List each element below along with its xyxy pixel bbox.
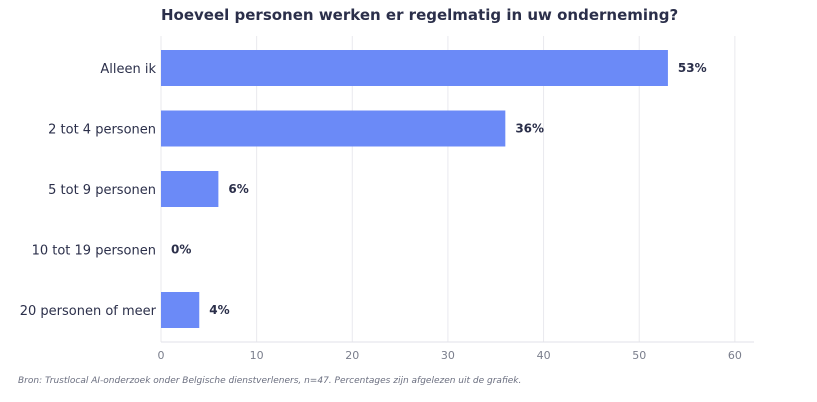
bar [161, 292, 200, 328]
bar [161, 110, 506, 147]
x-tick-label: 40 [537, 349, 551, 362]
x-tick-label: 30 [441, 349, 455, 362]
data-label: 53% [678, 61, 707, 75]
category-label: Alleen ik [100, 62, 156, 77]
category-label: 10 tot 19 personen [32, 244, 156, 259]
x-tick-label: 0 [158, 349, 165, 362]
chart-title: Hoeveel personen werken er regelmatig in… [161, 6, 679, 24]
data-label: 6% [228, 182, 248, 196]
category-label: 2 tot 4 personen [48, 123, 156, 138]
data-label: 36% [515, 122, 544, 136]
category-label: 5 tot 9 personen [48, 183, 156, 198]
x-tick-label: 50 [632, 349, 646, 362]
bar [161, 171, 219, 207]
bar [161, 50, 668, 86]
source-note: Bron: Trustlocal AI-onderzoek onder Belg… [18, 376, 522, 386]
x-tick-label: 10 [250, 349, 264, 362]
x-tick-label: 60 [728, 349, 742, 362]
data-label: 0% [171, 243, 191, 257]
category-label: 20 personen of meer [20, 304, 157, 319]
x-tick-label: 20 [345, 349, 359, 362]
data-label: 4% [209, 303, 229, 317]
